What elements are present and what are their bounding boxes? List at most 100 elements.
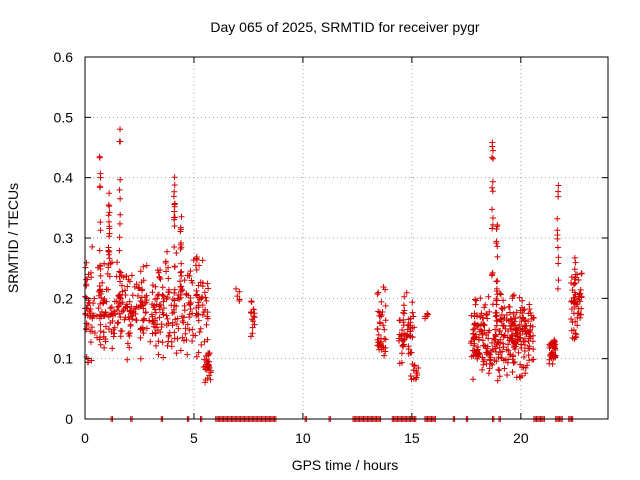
data-point (498, 318, 505, 325)
data-point (160, 298, 167, 305)
data-point (502, 325, 509, 332)
data-point (472, 296, 479, 303)
data-point (97, 328, 104, 335)
data-point (555, 182, 562, 189)
data-point (480, 358, 487, 365)
data-point (123, 303, 130, 310)
data-point (190, 257, 197, 264)
data-point (101, 260, 108, 267)
data-point (501, 315, 508, 322)
data-point (91, 295, 98, 302)
data-point (497, 315, 504, 322)
data-point (555, 188, 562, 195)
data-point (111, 298, 118, 305)
data-point (382, 336, 389, 343)
data-point (140, 277, 147, 284)
data-point (248, 298, 255, 305)
data-point (165, 264, 172, 271)
data-point (526, 306, 533, 313)
data-point (236, 288, 243, 295)
data-point (97, 291, 104, 298)
data-point (106, 190, 113, 197)
data-point (137, 334, 144, 341)
chart-title: Day 065 of 2025, SRMTID for receiver pyg… (210, 19, 480, 35)
data-point (413, 368, 420, 375)
data-point (116, 268, 123, 275)
data-point (106, 203, 113, 210)
data-point (177, 269, 184, 276)
data-point (519, 297, 526, 304)
data-point (495, 354, 502, 361)
data-point (511, 359, 518, 366)
data-point (467, 340, 474, 347)
data-point (109, 310, 116, 317)
data-point (116, 220, 123, 227)
data-point (189, 338, 196, 345)
data-point (195, 317, 202, 324)
data-point (409, 309, 416, 316)
data-point (133, 281, 140, 288)
data-point (126, 278, 133, 285)
data-point (117, 314, 124, 321)
data-point (171, 181, 178, 188)
data-point (202, 379, 209, 386)
data-point (162, 259, 169, 266)
data-point (407, 319, 414, 326)
data-point (106, 255, 113, 262)
data-point (205, 351, 212, 358)
data-point (171, 289, 178, 296)
data-point (85, 271, 92, 278)
data-point (578, 305, 585, 312)
data-point (380, 322, 387, 329)
data-point (422, 313, 429, 320)
data-point (234, 293, 241, 300)
data-point (171, 286, 178, 293)
data-point (116, 310, 123, 317)
data-point (511, 322, 518, 329)
data-point (114, 303, 121, 310)
data-point (504, 334, 511, 341)
data-point (96, 247, 103, 254)
data-point (494, 291, 501, 298)
data-point (500, 340, 507, 347)
data-point (107, 305, 114, 312)
data-point (470, 342, 477, 349)
data-point (155, 291, 162, 298)
data-point (577, 286, 584, 293)
data-point (578, 270, 585, 277)
data-point (251, 321, 258, 328)
data-point (134, 292, 141, 299)
data-point (173, 350, 180, 357)
data-point (489, 154, 496, 161)
data-point (151, 306, 158, 313)
data-point (200, 308, 207, 315)
data-point (470, 376, 477, 383)
y-tick-label: 0.3 (54, 230, 74, 246)
data-point (193, 266, 200, 273)
data-point (472, 301, 479, 308)
data-point (513, 327, 520, 334)
data-point (123, 273, 130, 280)
y-tick-label: 0.6 (54, 49, 74, 65)
data-point (479, 330, 486, 337)
data-point (474, 322, 481, 329)
data-point (572, 318, 579, 325)
data-point (570, 327, 577, 334)
data-point (204, 280, 211, 287)
data-point (250, 306, 257, 313)
data-point (571, 254, 578, 261)
data-point (201, 289, 208, 296)
data-point (158, 324, 165, 331)
data-point (186, 301, 193, 308)
data-point (485, 329, 492, 336)
data-point (199, 312, 206, 319)
data-point (111, 324, 118, 331)
data-point (189, 326, 196, 333)
data-point (248, 333, 254, 340)
data-point (396, 360, 403, 367)
data-point (168, 343, 175, 350)
data-point (489, 206, 496, 213)
data-point (171, 243, 178, 250)
data-point (182, 330, 189, 337)
data-point (105, 264, 112, 271)
